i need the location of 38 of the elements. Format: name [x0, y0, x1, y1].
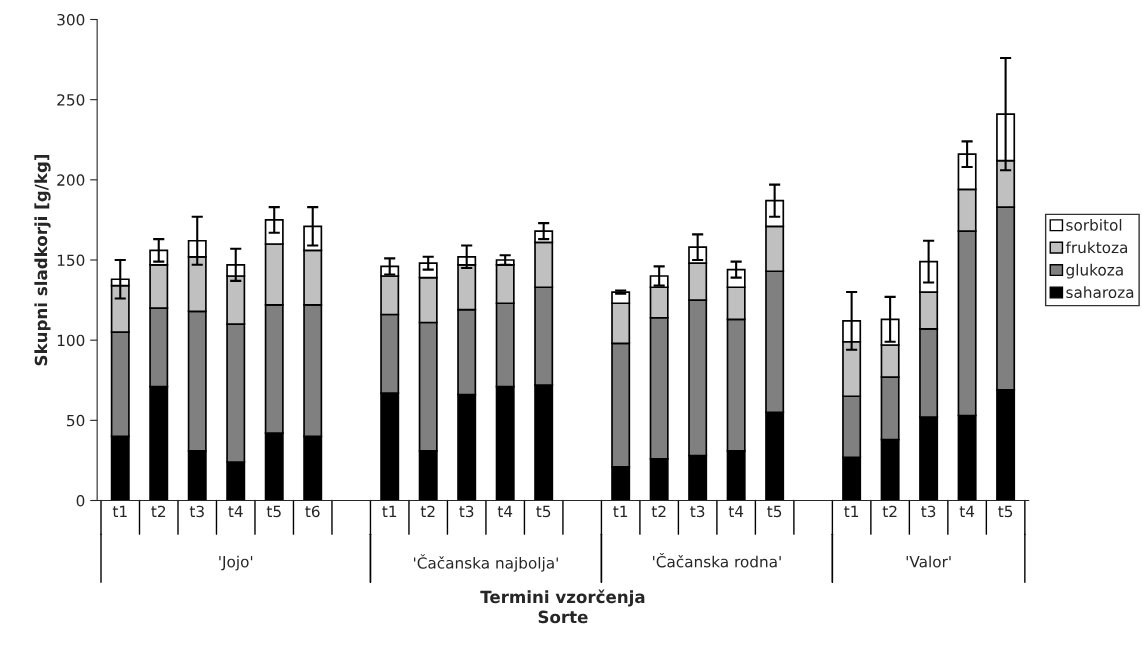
legend-label: sorbitol	[1066, 218, 1122, 231]
x-tick-label: t4	[497, 505, 513, 517]
y-tick-label: 150	[57, 254, 85, 267]
x-tick-label: t2	[882, 505, 897, 517]
y-tick-label: 200	[57, 174, 85, 186]
x-tick-label: t5	[536, 505, 551, 518]
x-tick-label: t4	[959, 505, 975, 517]
y-tick-label: 50	[67, 414, 85, 427]
legend-label: fruktoza	[1065, 241, 1128, 254]
y-tick-label: 300	[57, 13, 85, 26]
x-tick-label: t1	[613, 505, 628, 517]
x-tick-label: t4	[228, 505, 243, 517]
x-tick-label: t3	[459, 505, 474, 518]
text: 'Čačanska najbolja'	[414, 554, 558, 572]
text: 'Valor'	[906, 555, 951, 568]
text: 'Čačanska rodna'	[653, 553, 781, 568]
x-tick-label: t4	[728, 505, 744, 517]
legend-label: glukoza	[1066, 263, 1123, 279]
x-tick-label: t1	[112, 505, 127, 517]
x-tick-label: t3	[921, 505, 936, 518]
x-tick-label: t1	[844, 505, 859, 517]
x-tick-label: t6	[305, 505, 320, 518]
text: 'Jojo'	[219, 555, 253, 571]
y-tick-label: 250	[57, 94, 85, 106]
x-tick-label: t5	[767, 505, 782, 518]
x-tick-label: t2	[651, 505, 666, 517]
x-tick-label: t3	[189, 505, 204, 518]
x-tick-label: t2	[151, 505, 166, 517]
x-tick-label: t3	[690, 505, 705, 518]
y-tick-label: 0	[76, 494, 85, 507]
y-tick-label: 100	[57, 334, 85, 347]
x-tick-label: t2	[420, 505, 435, 517]
y-axis-title: Skupni sladkorji [g/kg]	[34, 154, 51, 366]
x-tick-label: t5	[998, 505, 1013, 518]
legend-label: saharoza	[1066, 286, 1134, 299]
x-tick-label: t1	[382, 505, 397, 517]
x-tick-label: t5	[266, 505, 281, 518]
x-axis-title: Termini vzorčenja Sorte	[480, 589, 645, 624]
